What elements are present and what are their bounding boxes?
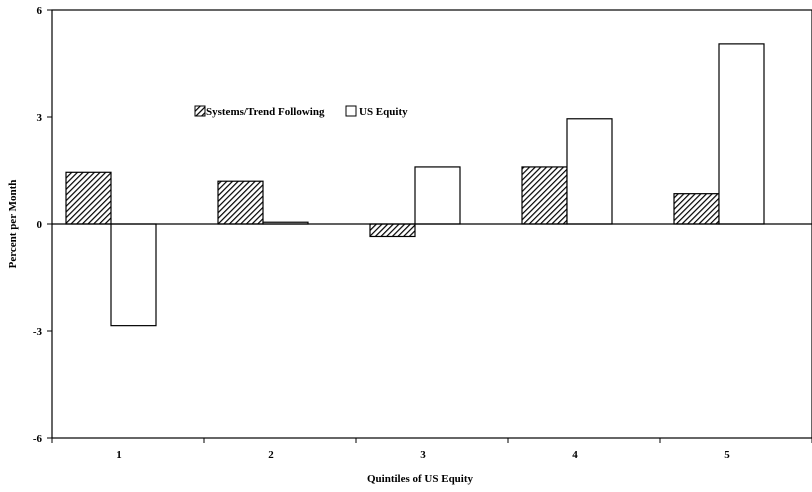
x-tick-label: 2	[268, 449, 274, 461]
y-tick-label: -6	[33, 433, 43, 445]
us-equity-bar-q3	[414, 166, 461, 225]
y-tick-label: -3	[33, 326, 43, 338]
x-axis-title: Quintiles of US Equity	[367, 473, 474, 485]
legend-label-us-equity: US Equity	[359, 106, 408, 118]
legend-swatch-us-equity	[345, 105, 357, 117]
y-tick-label: 3	[37, 112, 43, 124]
systems-trend-following-bar-q3	[369, 223, 416, 238]
x-tick-label: 4	[572, 449, 578, 461]
y-axis-ticks: 6 3 0 -3 -6	[33, 5, 52, 445]
systems-trend-following-bar-q4	[521, 166, 568, 225]
y-tick-label: 6	[37, 5, 43, 17]
us-equity-bar-q4	[566, 118, 613, 225]
legend-label-systems-trend-following: Systems/Trend Following	[206, 106, 325, 118]
us-equity-bar-q5	[718, 43, 765, 225]
x-tick-label: 3	[420, 449, 426, 461]
x-tick-label: 5	[724, 449, 730, 461]
x-tick-label: 1	[116, 449, 122, 461]
systems-trend-following-bar-q2	[217, 180, 264, 225]
y-tick-label: 0	[37, 219, 43, 231]
us-equity-bar-q1	[110, 223, 157, 327]
legend-swatch-systems-trend-following	[194, 105, 206, 117]
systems-trend-following-bar-q1	[65, 171, 112, 225]
x-axis-ticks: 1 2 3 4 5	[51, 438, 812, 461]
bars-group	[65, 43, 765, 327]
y-axis-title: Percent per Month	[7, 180, 19, 269]
systems-trend-following-bar-q5	[673, 193, 720, 225]
legend: Systems/Trend Following US Equity	[194, 105, 408, 118]
